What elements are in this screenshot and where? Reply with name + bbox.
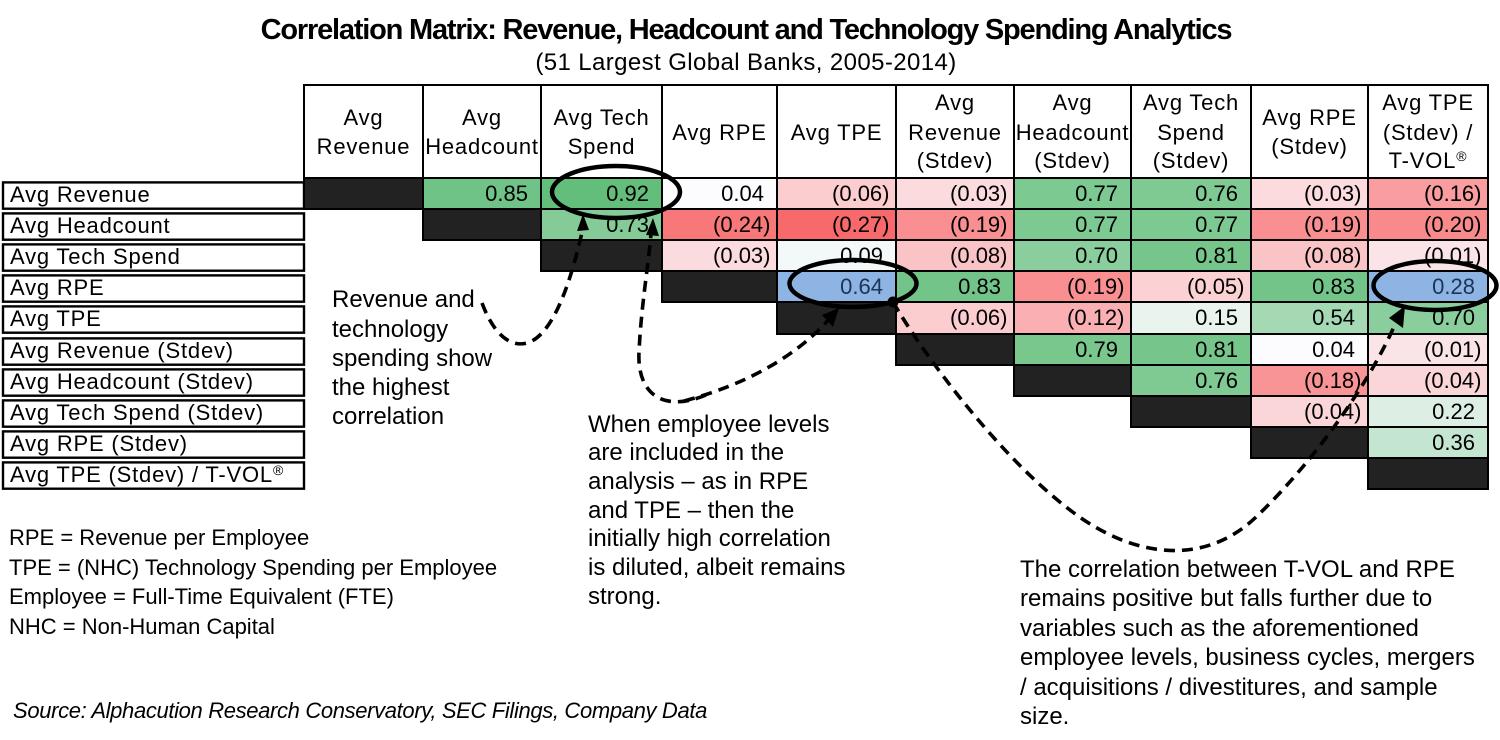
svg-text:(51 Largest Global Banks, 2005: (51 Largest Global Banks, 2005-2014) [535,49,956,76]
svg-text:are included in the: are included in the [588,439,784,466]
svg-text:0.36: 0.36 [1432,430,1475,455]
svg-text:Revenue: Revenue [908,120,1002,145]
svg-text:Source: Alphacution Research C: Source: Alphacution Research Conservator… [13,698,707,723]
svg-text:0.79: 0.79 [1075,337,1118,362]
svg-text:(0.04): (0.04) [1424,368,1481,393]
svg-text:Headcount: Headcount [425,134,539,159]
svg-text:Avg Revenue (Stdev): Avg Revenue (Stdev) [10,338,234,363]
svg-text:(0.03): (0.03) [1304,181,1361,206]
svg-text:The correlation between T-VOL: The correlation between T-VOL and RPE [1020,556,1455,583]
svg-text:Avg TPE: Avg TPE [1382,90,1474,115]
svg-text:analysis – as in RPE: analysis – as in RPE [588,468,808,495]
svg-text:Avg RPE: Avg RPE [1262,105,1356,130]
svg-text:Avg: Avg [935,90,975,115]
svg-text:Avg RPE: Avg RPE [672,120,766,145]
svg-text:0.83: 0.83 [958,274,1001,299]
svg-text:(0.06): (0.06) [832,181,889,206]
svg-text:employee levels, business cycl: employee levels, business cycles, merger… [1020,644,1475,671]
svg-text:technology: technology [332,316,448,343]
svg-text:0.04: 0.04 [1312,337,1355,362]
svg-text:Avg Tech: Avg Tech [553,105,649,130]
svg-text:(0.24): (0.24) [713,212,770,237]
svg-text:(0.19): (0.19) [1067,274,1124,299]
svg-text:0.85: 0.85 [485,181,528,206]
svg-text:(0.04): (0.04) [1304,399,1361,424]
svg-text:0.04: 0.04 [721,181,764,206]
svg-text:and TPE – then the: and TPE – then the [588,497,794,524]
svg-text:0.15: 0.15 [1195,305,1238,330]
svg-text:When employee levels: When employee levels [588,411,829,438]
svg-text:Avg TPE: Avg TPE [10,306,102,331]
svg-text:Avg Headcount (Stdev): Avg Headcount (Stdev) [10,369,254,394]
svg-text:Spend: Spend [568,134,636,159]
svg-text:Avg TPE (Stdev) / T-VOL®: Avg TPE (Stdev) / T-VOL® [10,462,284,487]
svg-text:0.77: 0.77 [1075,181,1118,206]
svg-text:the highest: the highest [332,374,450,401]
svg-text:initially high correlation: initially high correlation [588,525,831,552]
svg-text:(Stdev) /: (Stdev) / [1383,120,1473,145]
svg-text:Avg: Avg [1053,90,1093,115]
svg-text:(Stdev): (Stdev) [917,148,994,173]
svg-text:0.64: 0.64 [840,274,883,299]
svg-text:remains positive but falls fur: remains positive but falls further due t… [1020,585,1432,612]
svg-text:(0.18): (0.18) [1304,368,1361,393]
svg-text:0.70: 0.70 [1075,243,1118,268]
svg-text:0.54: 0.54 [1312,305,1355,330]
svg-text:Avg RPE: Avg RPE [10,275,104,300]
svg-text:Avg: Avg [462,105,502,130]
svg-text:TPE = (NHC) Technology Spendin: TPE = (NHC) Technology Spending per Empl… [9,555,497,580]
svg-text:(0.01): (0.01) [1424,337,1481,362]
svg-text:correlation: correlation [332,403,444,430]
svg-text:is diluted, albeit remains: is diluted, albeit remains [588,554,845,581]
svg-text:0.09: 0.09 [840,243,883,268]
svg-text:(Stdev): (Stdev) [1271,134,1348,159]
svg-text:Revenue: Revenue [317,134,411,159]
svg-text:Avg RPE (Stdev): Avg RPE (Stdev) [10,431,188,456]
svg-text:T-VOL®: T-VOL® [1389,148,1468,173]
svg-text:(0.27): (0.27) [832,212,889,237]
svg-text:Avg Tech Spend: Avg Tech Spend [10,244,181,269]
svg-text:(0.06): (0.06) [950,305,1007,330]
svg-text:RPE = Revenue per Employee: RPE = Revenue per Employee [9,525,309,550]
svg-text:0.28: 0.28 [1432,274,1475,299]
svg-text:Employee = Full-Time Equivalen: Employee = Full-Time Equivalent (FTE) [9,584,394,609]
svg-text:Avg Headcount: Avg Headcount [10,213,170,238]
svg-text:Headcount: Headcount [1016,120,1130,145]
svg-text:spending show: spending show [332,345,493,372]
svg-text:(0.05): (0.05) [1187,274,1244,299]
svg-text:0.76: 0.76 [1195,181,1238,206]
svg-text:Revenue and: Revenue and [332,286,475,313]
svg-text:size.: size. [1020,703,1069,730]
svg-text:0.77: 0.77 [1195,212,1238,237]
svg-text:(0.20): (0.20) [1424,212,1481,237]
svg-text:(0.19): (0.19) [1304,212,1361,237]
svg-text:0.81: 0.81 [1195,337,1238,362]
svg-text:strong.: strong. [588,583,661,610]
svg-text:Avg Tech Spend (Stdev): Avg Tech Spend (Stdev) [10,400,264,425]
svg-text:Avg Tech: Avg Tech [1143,90,1239,115]
svg-text:0.81: 0.81 [1195,243,1238,268]
svg-text:(0.03): (0.03) [713,243,770,268]
svg-text:Spend: Spend [1157,120,1225,145]
svg-text:NHC = Non-Human Capital: NHC = Non-Human Capital [9,614,275,639]
svg-text:/ acquisitions / divestitures,: / acquisitions / divestitures, and sampl… [1020,674,1438,701]
svg-text:(0.16): (0.16) [1424,181,1481,206]
svg-text:(0.12): (0.12) [1067,305,1124,330]
svg-text:0.83: 0.83 [1312,274,1355,299]
svg-text:Avg Revenue: Avg Revenue [10,182,151,207]
svg-text:(0.08): (0.08) [950,243,1007,268]
svg-text:Correlation Matrix: Revenue, H: Correlation Matrix: Revenue, Headcount a… [261,14,1232,46]
svg-text:0.76: 0.76 [1195,368,1238,393]
svg-text:0.92: 0.92 [606,181,649,206]
svg-text:(0.03): (0.03) [950,181,1007,206]
svg-text:variables such as the aforemen: variables such as the aforementioned [1020,615,1419,642]
svg-text:(Stdev): (Stdev) [1034,148,1111,173]
svg-text:Avg: Avg [344,105,384,130]
svg-text:Avg TPE: Avg TPE [791,120,883,145]
svg-text:0.77: 0.77 [1075,212,1118,237]
svg-text:(0.19): (0.19) [950,212,1007,237]
svg-text:0.22: 0.22 [1432,399,1475,424]
svg-text:(Stdev): (Stdev) [1153,148,1230,173]
svg-text:(0.08): (0.08) [1304,243,1361,268]
